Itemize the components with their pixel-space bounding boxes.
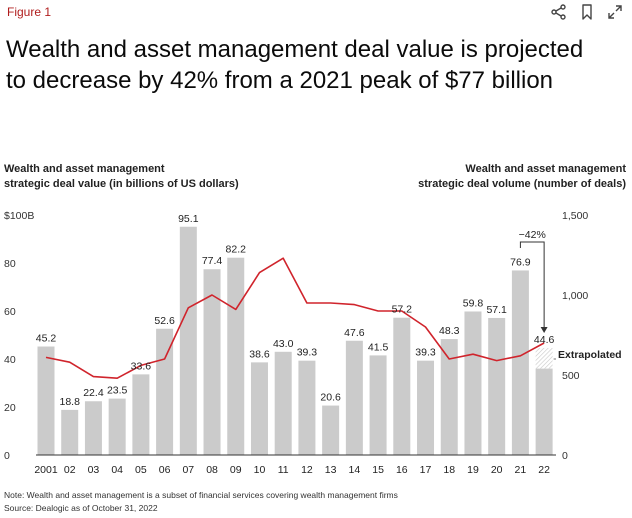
bar: [345, 340, 363, 455]
bar: [298, 360, 316, 455]
x-tick-label: 13: [325, 464, 337, 476]
right-tick-label: 1,500: [562, 210, 588, 222]
left-tick-label: $100B: [4, 210, 34, 222]
bar-value-label: 44.6: [534, 334, 555, 346]
bar-value-label: 47.6: [344, 327, 365, 339]
page-title: Wealth and asset management deal value i…: [6, 36, 584, 94]
bar: [37, 346, 55, 455]
left-axis-title-line2: strategic deal value (in billions of US …: [4, 178, 239, 190]
bar: [108, 398, 126, 455]
bar: [488, 317, 506, 455]
bar: [179, 226, 197, 455]
left-tick-label: 40: [4, 354, 16, 366]
x-tick-label: 10: [254, 464, 266, 476]
right-axis-title-line2: strategic deal volume (number of deals): [418, 178, 626, 190]
footnote: Note: Wealth and asset management is a s…: [4, 490, 398, 500]
bar-value-label: 77.4: [202, 255, 223, 267]
x-tick-label: 03: [88, 464, 100, 476]
left-axis-title: Wealth and asset management strategic de…: [4, 162, 239, 192]
x-tick-label: 11: [278, 464, 289, 476]
bar-value-label: 23.5: [107, 385, 128, 397]
bar: [132, 374, 150, 455]
bar-value-label: 43.0: [273, 338, 294, 350]
bar: [417, 360, 435, 455]
bar-value-label: 57.2: [392, 304, 413, 316]
x-tick-label: 09: [230, 464, 242, 476]
extrapolated-label: Extrapolated: [558, 349, 622, 361]
bar-value-label: 48.3: [439, 325, 460, 337]
right-tick-label: 0: [562, 450, 568, 462]
source-note: Source: Dealogic as of October 31, 2022: [4, 503, 158, 513]
right-tick-label: 1,000: [562, 290, 588, 302]
change-annotation: −42%: [519, 229, 546, 241]
right-tick-label: 500: [562, 370, 580, 382]
x-tick-label: 2001: [34, 464, 58, 476]
change-bracket: [519, 241, 545, 331]
x-tick-label: 12: [301, 464, 313, 476]
bar-value-label: 20.6: [320, 392, 341, 404]
x-tick-label: 21: [515, 464, 527, 476]
bar-value-label: 45.2: [36, 333, 57, 345]
x-tick-label: 17: [420, 464, 432, 476]
bar-value-label: 95.1: [178, 213, 199, 225]
x-tick-label: 15: [372, 464, 384, 476]
x-tick-label: 08: [206, 464, 218, 476]
bar-value-label: 33.6: [131, 360, 152, 372]
bar: [227, 257, 245, 455]
bar-value-label: 82.2: [226, 244, 247, 256]
figure-label: Figure 1: [7, 5, 52, 19]
bookmark-icon[interactable]: [578, 3, 596, 21]
bar: [274, 351, 292, 455]
bar-extrapolated: [535, 347, 553, 369]
bar: [393, 317, 411, 455]
bar: [464, 311, 482, 455]
left-tick-label: 20: [4, 402, 16, 414]
x-tick-label: 18: [443, 464, 455, 476]
bar: [511, 270, 529, 455]
left-tick-label: 60: [4, 306, 16, 318]
bar: [203, 269, 221, 455]
change-arrowhead: [540, 326, 548, 333]
bar-value-label: 38.6: [249, 348, 270, 360]
x-tick-label: 16: [396, 464, 408, 476]
bar-value-label: 39.3: [297, 347, 318, 359]
x-tick-label: 02: [64, 464, 76, 476]
x-tick-label: 07: [182, 464, 194, 476]
bar: [250, 362, 268, 455]
right-axis-title: Wealth and asset management strategic de…: [418, 162, 626, 192]
left-tick-label: 80: [4, 258, 16, 270]
bar: [61, 409, 79, 455]
bar-value-label: 76.9: [510, 256, 531, 268]
bar-value-label: 59.8: [463, 297, 484, 309]
bar: [440, 339, 458, 455]
x-tick-label: 19: [467, 464, 479, 476]
bar-value-label: 52.6: [154, 315, 175, 327]
x-tick-label: 22: [538, 464, 550, 476]
x-tick-label: 05: [135, 464, 147, 476]
x-tick-label: 14: [349, 464, 361, 476]
bar-value-label: 39.3: [415, 347, 436, 359]
right-axis-title-line1: Wealth and asset management: [465, 163, 626, 175]
x-tick-label: 04: [111, 464, 123, 476]
share-icon[interactable]: [550, 3, 568, 21]
bar-value-label: 18.8: [60, 396, 81, 408]
left-tick-label: 0: [4, 450, 10, 462]
bar: [535, 368, 553, 455]
bar-value-label: 57.1: [486, 304, 507, 316]
bar: [369, 355, 387, 455]
bar-value-label: 22.4: [83, 387, 104, 399]
left-axis-title-line1: Wealth and asset management: [4, 163, 165, 175]
figure-actions: [550, 3, 624, 21]
deal-volume-line: [45, 257, 545, 379]
x-tick-label: 20: [491, 464, 503, 476]
bar: [84, 401, 102, 455]
x-tick-label: 06: [159, 464, 171, 476]
bar: [322, 405, 340, 455]
bar-value-label: 41.5: [368, 341, 389, 353]
expand-icon[interactable]: [606, 3, 624, 21]
deal-value-chart: 0 20 40 60 80 $100B 0 500 1,000 1,500 2001 02 03 04 05…: [4, 210, 622, 476]
